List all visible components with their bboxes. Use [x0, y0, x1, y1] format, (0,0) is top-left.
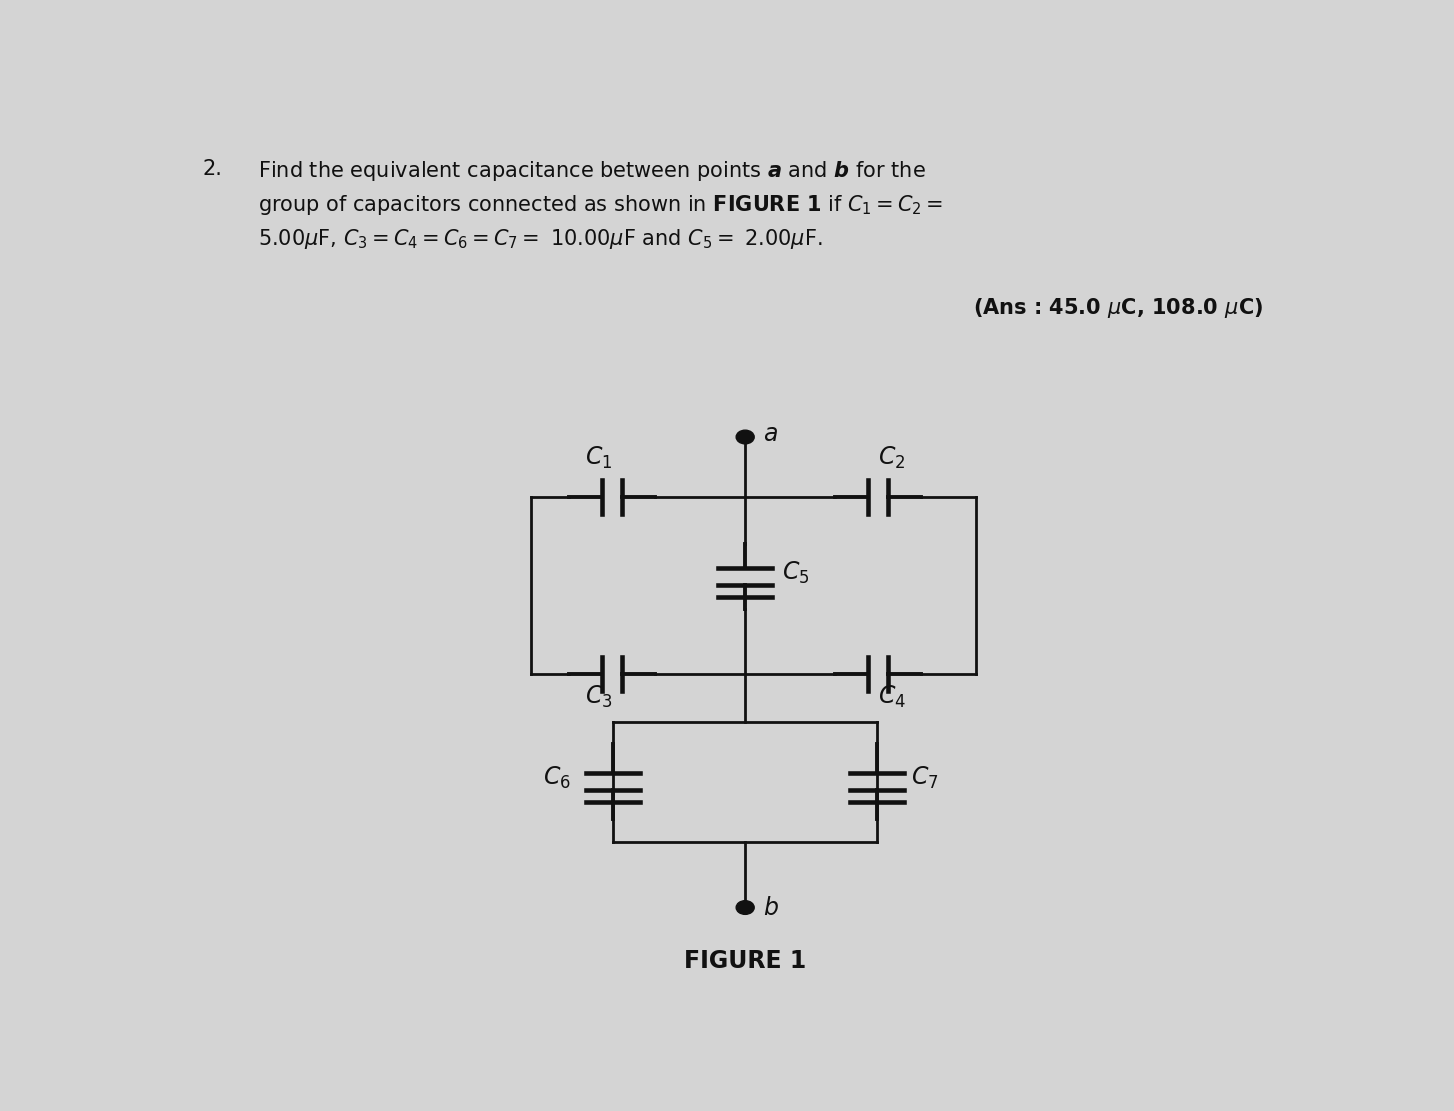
Text: $C_2$: $C_2$ — [878, 446, 906, 471]
Text: FIGURE 1: FIGURE 1 — [683, 950, 807, 973]
Text: $b$: $b$ — [763, 895, 779, 920]
Text: $C_6$: $C_6$ — [542, 764, 570, 791]
Text: $C_1$: $C_1$ — [585, 446, 612, 471]
Text: 2.: 2. — [202, 159, 222, 179]
Text: $a$: $a$ — [763, 422, 778, 447]
Text: $C_5$: $C_5$ — [782, 560, 810, 585]
Text: $C_7$: $C_7$ — [910, 764, 938, 791]
Text: (Ans : 45.0 $\mu$C, 108.0 $\mu$C): (Ans : 45.0 $\mu$C, 108.0 $\mu$C) — [973, 296, 1264, 320]
Text: $C_3$: $C_3$ — [585, 684, 612, 710]
Text: $C_4$: $C_4$ — [878, 684, 906, 710]
Circle shape — [736, 901, 755, 914]
Text: Find the equivalent capacitance between points $\boldsymbol{a}$ and $\boldsymbol: Find the equivalent capacitance between … — [259, 159, 944, 251]
Circle shape — [736, 430, 755, 444]
